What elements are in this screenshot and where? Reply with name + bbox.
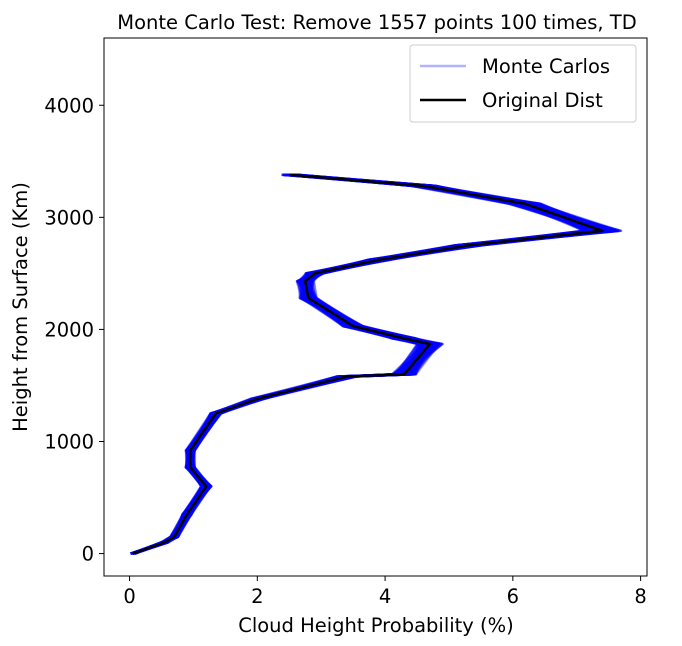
- monte-carlo-line: [130, 173, 593, 555]
- monte-carlo-line: [132, 173, 617, 555]
- monte-carlo-line: [132, 173, 616, 555]
- monte-carlo-line: [134, 173, 612, 555]
- y-tick-label: 3000: [44, 206, 94, 229]
- monte-carlo-line: [133, 173, 620, 555]
- plot-area: [129, 173, 623, 555]
- monte-carlo-line: [133, 173, 610, 555]
- y-tick-label: 4000: [44, 94, 94, 117]
- plot-frame: [103, 37, 648, 577]
- legend-frame: [409, 44, 637, 123]
- x-axis: 0 2 4 6 8: [123, 576, 647, 608]
- monte-carlo-line: [133, 173, 612, 555]
- monte-carlo-line: [134, 173, 619, 555]
- monte-carlo-line: [134, 173, 610, 555]
- legend: Monte Carlos Original Dist: [409, 44, 637, 123]
- monte-carlo-line: [134, 173, 605, 555]
- x-tick-label: 0: [123, 585, 135, 608]
- legend-label-monte-carlos: Monte Carlos: [482, 55, 610, 78]
- monte-carlo-line: [134, 173, 613, 555]
- monte-carlo-line: [134, 173, 614, 555]
- monte-carlo-line: [133, 173, 618, 555]
- chart-title: Monte Carlo Test: Remove 1557 points 100…: [117, 11, 636, 34]
- original-dist-line: [132, 173, 604, 555]
- monte-carlo-line: [134, 173, 619, 555]
- x-tick-label: 4: [379, 585, 391, 608]
- monte-carlo-line: [132, 173, 620, 555]
- y-tick-label: 0: [82, 543, 94, 566]
- x-axis-label: Cloud Height Probability (%): [238, 614, 514, 637]
- monte-carlo-line: [133, 173, 622, 555]
- monte-carlo-line: [134, 173, 617, 555]
- original-dist-series: [132, 173, 604, 555]
- monte-carlo-lines: [129, 173, 623, 555]
- monte-carlo-line: [134, 173, 622, 555]
- y-axis: 0 1000 2000 3000 4000: [44, 94, 104, 566]
- x-tick-label: 2: [251, 585, 263, 608]
- y-tick-label: 1000: [44, 431, 94, 454]
- monte-carlo-line: [134, 173, 589, 555]
- y-tick-label: 2000: [44, 318, 94, 341]
- x-tick-label: 6: [507, 585, 519, 608]
- monte-carlo-line: [134, 173, 607, 555]
- monte-carlo-line: [132, 173, 623, 555]
- legend-label-original-dist: Original Dist: [482, 89, 603, 112]
- monte-carlo-line: [132, 173, 621, 555]
- monte-carlo-line: [134, 173, 605, 555]
- x-tick-label: 8: [634, 585, 646, 608]
- y-axis-label: Height from Surface (Km): [9, 182, 32, 432]
- monte-carlo-line: [132, 173, 615, 555]
- monte-carlo-line: [133, 173, 617, 555]
